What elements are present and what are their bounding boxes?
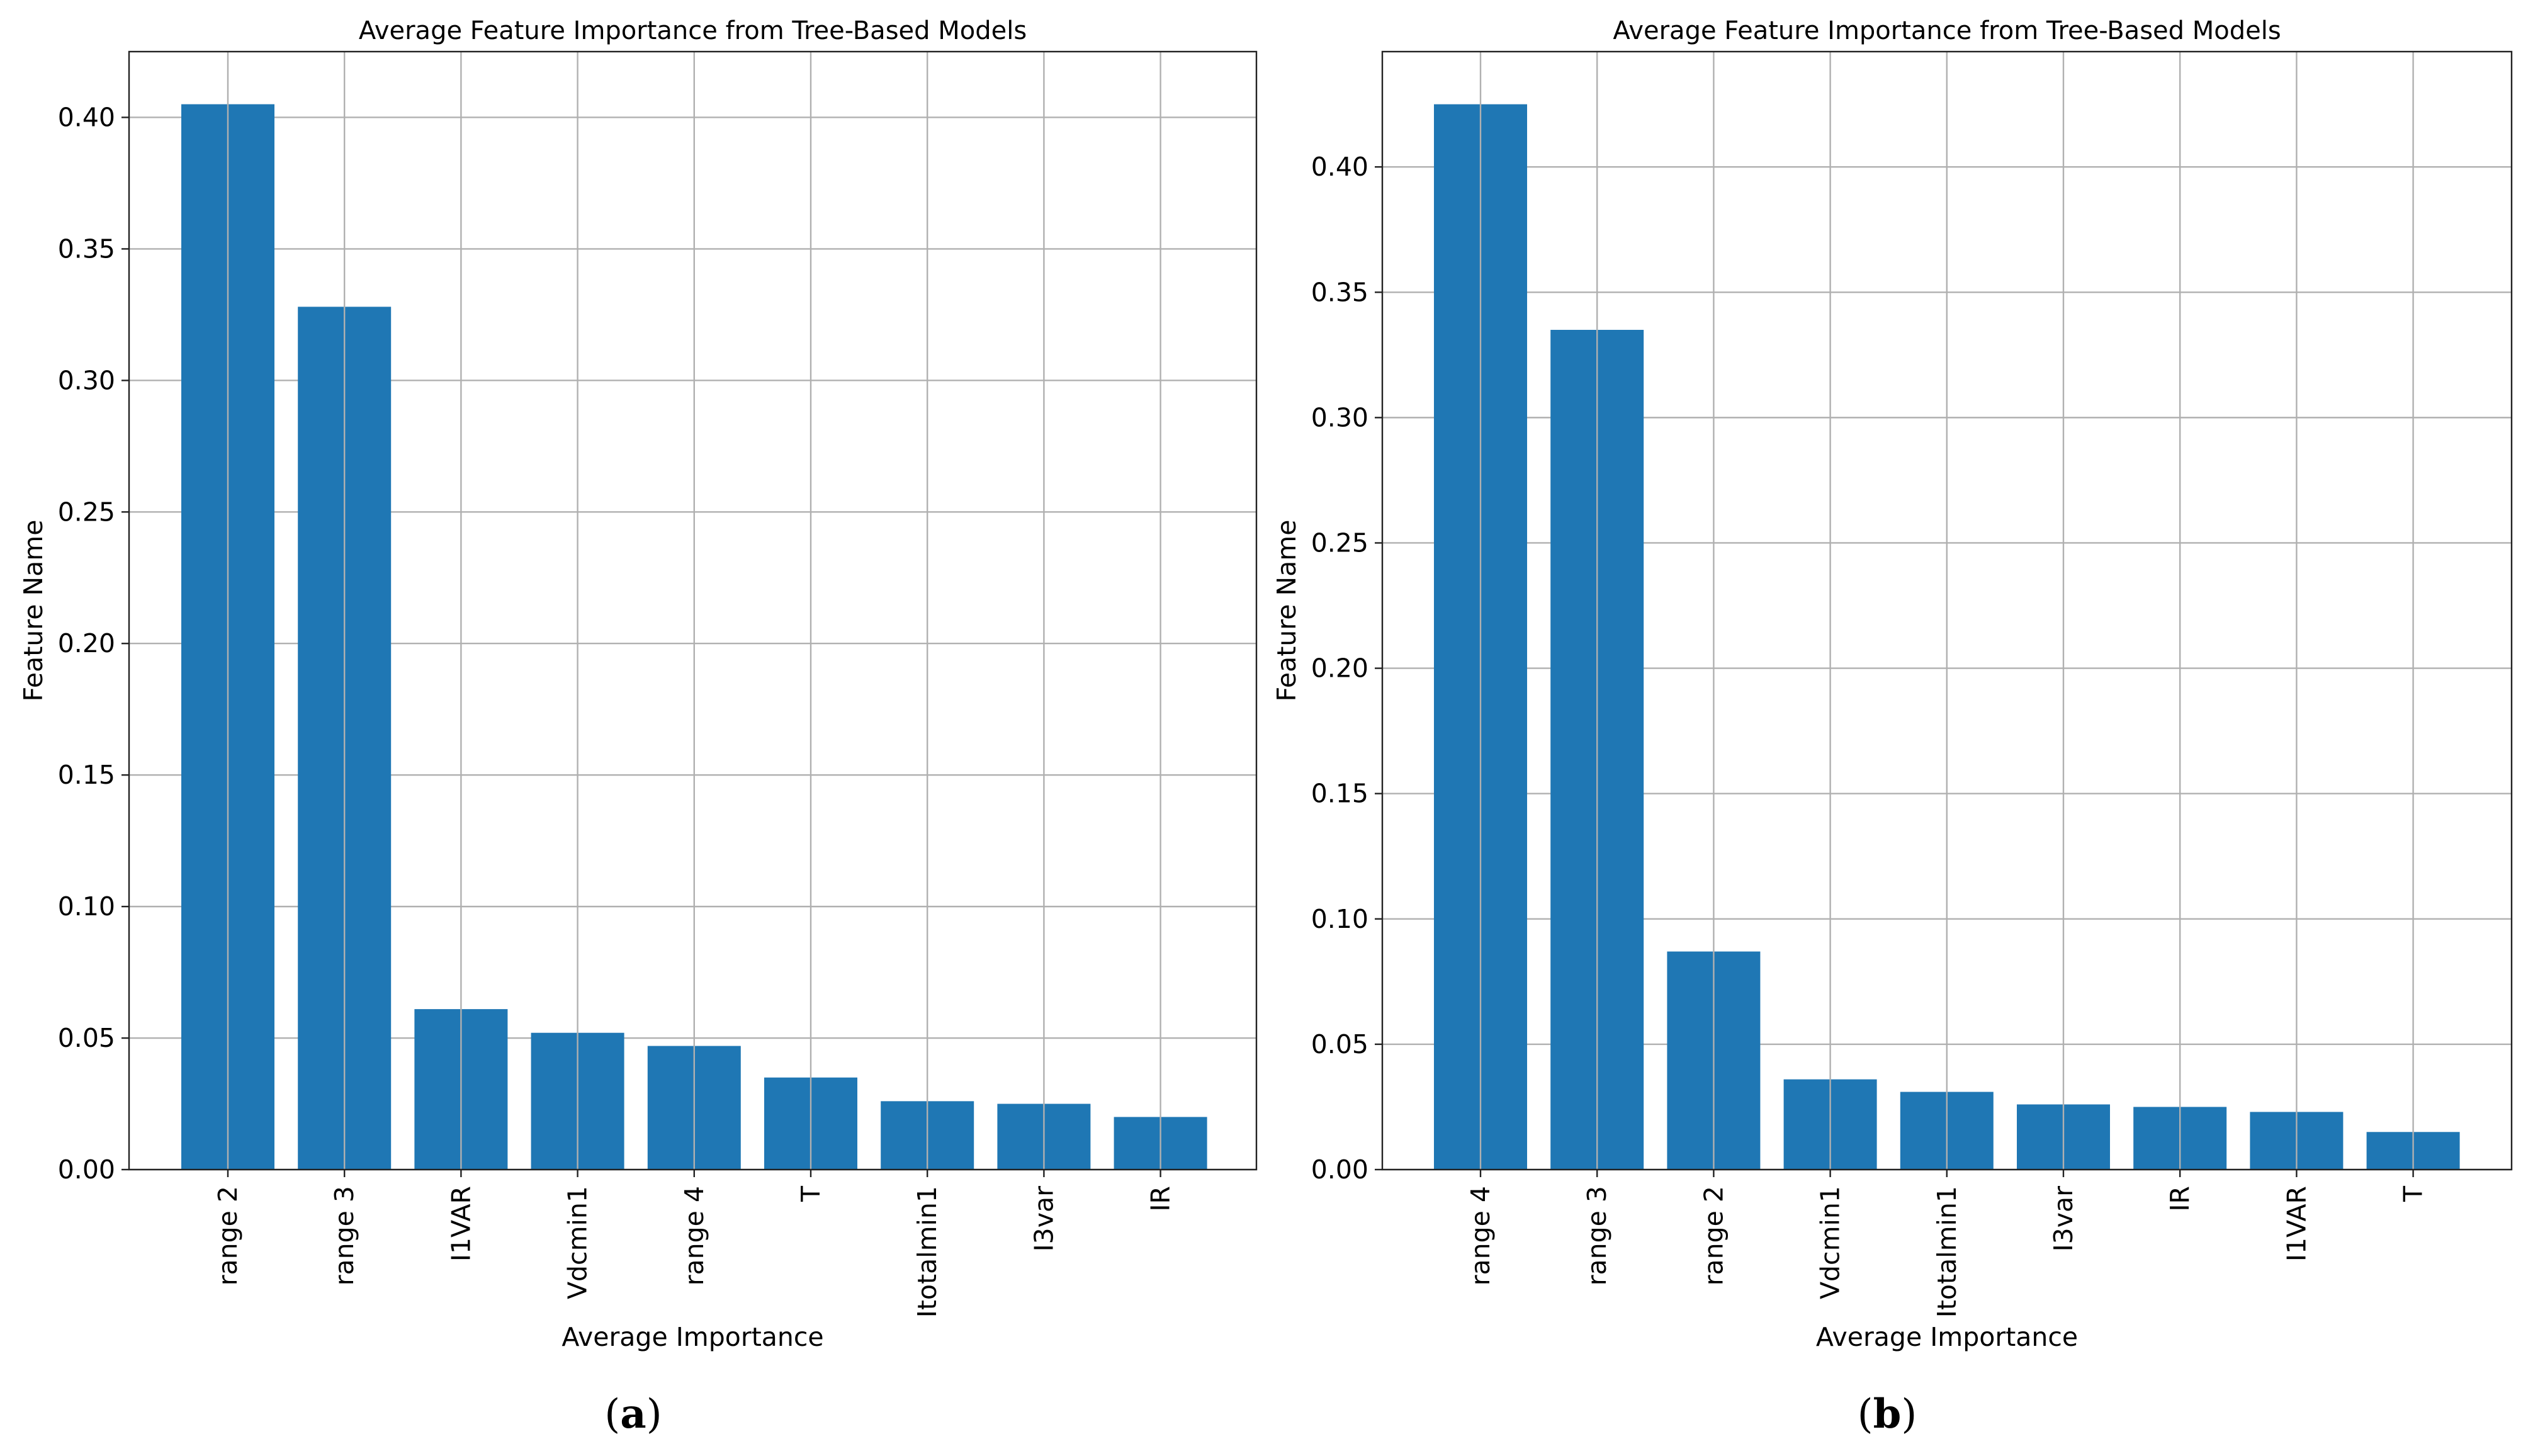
y-tick-label: 0.20 — [58, 628, 115, 658]
y-tick-label: 0.30 — [1311, 402, 1368, 432]
chart-panel-b: Average Feature Importance from Tree-Bas… — [1272, 16, 2513, 1438]
x-tick-label: range 3 — [1582, 1186, 1612, 1285]
panel-label-letter: b — [1873, 1391, 1902, 1438]
x-tick-label: I1VAR — [446, 1186, 476, 1261]
x-tick-label: range 2 — [213, 1186, 243, 1285]
y-tick-label: 0.40 — [58, 102, 115, 132]
chart-title: Average Feature Importance from Tree-Bas… — [1613, 16, 2281, 45]
x-tick-label: T — [796, 1185, 826, 1202]
y-tick-label: 0.10 — [58, 891, 115, 922]
x-tick-label: T — [2398, 1185, 2429, 1202]
y-tick-label: 0.25 — [58, 497, 115, 527]
panel-label-close: ) — [1901, 1391, 1917, 1438]
y-tick-label: 0.05 — [58, 1023, 115, 1053]
y-tick-label: 0.30 — [58, 365, 115, 395]
x-axis-label: Average Importance — [561, 1322, 823, 1352]
x-tick-label: range 4 — [1465, 1186, 1496, 1285]
y-tick-label: 0.20 — [1311, 653, 1368, 684]
y-tick-label: 0.25 — [1311, 528, 1368, 558]
x-tick-label: Itotalmin1 — [912, 1186, 942, 1318]
panel-label-open: ( — [604, 1391, 620, 1438]
x-tick-label: IR — [2165, 1186, 2195, 1212]
axes-frame — [128, 50, 1258, 1171]
y-tick-label: 0.00 — [1311, 1154, 1368, 1185]
y-axis-label: Feature Name — [18, 520, 48, 702]
x-tick-label: Itotalmin1 — [1932, 1186, 1962, 1318]
y-tick-label: 0.05 — [1311, 1029, 1368, 1059]
x-axis-label: Average Importance — [1816, 1322, 2078, 1352]
y-tick-label: 0.35 — [58, 234, 115, 264]
x-tick-label: Vdcmin1 — [563, 1186, 593, 1299]
panel-label-close: ) — [646, 1391, 662, 1438]
x-tick-label: range 3 — [329, 1186, 359, 1285]
y-axis-label: Feature Name — [1272, 520, 1302, 702]
x-tick-label: IR — [1146, 1186, 1176, 1212]
y-tick-label: 0.40 — [1311, 152, 1368, 182]
y-tick-label: 0.00 — [58, 1154, 115, 1185]
panel-label: (b) — [1858, 1391, 1917, 1438]
x-tick-label: range 4 — [679, 1186, 709, 1285]
panel-label-open: ( — [1858, 1391, 1873, 1438]
x-tick-label: Vdcmin1 — [1815, 1186, 1846, 1299]
chart-title: Average Feature Importance from Tree-Bas… — [359, 16, 1027, 45]
panel-label-letter: a — [620, 1391, 646, 1438]
x-tick-label: I3var — [2048, 1186, 2079, 1252]
panel-label: (a) — [604, 1391, 662, 1438]
chart-panel-a: Average Feature Importance from Tree-Bas… — [18, 16, 1258, 1438]
x-tick-label: I3var — [1029, 1186, 1059, 1252]
y-tick-label: 0.10 — [1311, 904, 1368, 934]
axes-frame — [1381, 50, 2513, 1171]
x-tick-label: I1VAR — [2281, 1186, 2311, 1261]
x-tick-label: range 2 — [1698, 1186, 1729, 1285]
y-tick-label: 0.15 — [58, 760, 115, 790]
y-tick-label: 0.15 — [1311, 779, 1368, 809]
y-tick-label: 0.35 — [1311, 277, 1368, 307]
